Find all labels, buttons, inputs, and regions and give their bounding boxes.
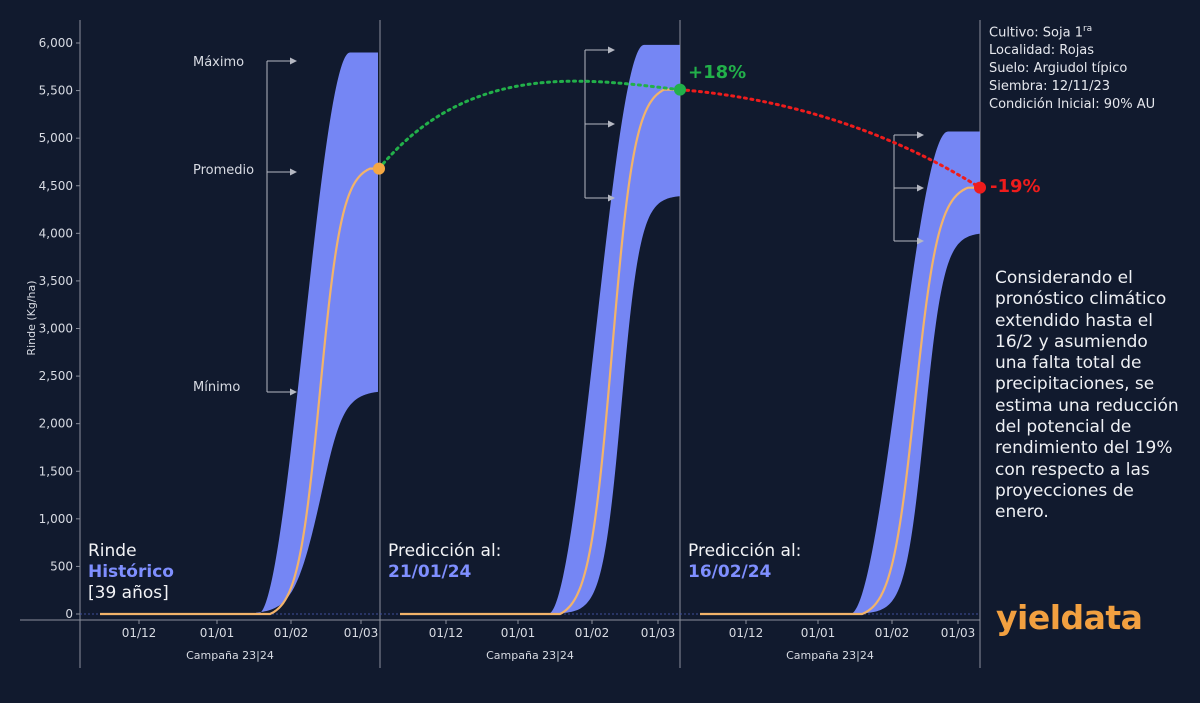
x-axis-title: Campaña 23|24 — [786, 649, 874, 662]
panel-title-line2: 21/01/24 — [388, 562, 472, 582]
change-label-positive: +18% — [688, 62, 746, 83]
arrow-min-head — [917, 237, 924, 245]
band-label-max: Máximo — [193, 55, 244, 70]
y-tick-label: 3,000 — [39, 322, 73, 336]
arrow-min-head — [290, 388, 297, 396]
marker-prediction-feb — [974, 181, 986, 194]
panel-1: 01/12 01/01 01/02 01/03 Campaña 23|24 RindeHi… — [88, 52, 379, 662]
range-band — [848, 131, 980, 614]
band-arrows-panel-3 — [893, 131, 924, 245]
band-label-avg: Promedio — [193, 163, 254, 178]
forecast-note: Considerando el pronóstico climático ext… — [995, 268, 1179, 523]
y-tick-label: 5,000 — [39, 131, 73, 145]
x-tick-label: 01/12 — [122, 626, 157, 640]
band-label-min: Mínimo — [193, 380, 240, 395]
y-tick-label: 2,500 — [39, 369, 73, 383]
y-tick-label: 6,000 — [39, 36, 73, 50]
x-tick-label: 01/03 — [344, 626, 379, 640]
info-localidad: Localidad: Rojas — [989, 43, 1095, 59]
panel-2: 01/12 01/01 01/02 01/03 Campaña 23|24 Predicc… — [388, 44, 680, 662]
x-tick-label: 01/01 — [801, 626, 836, 640]
arrow-avg-head — [917, 184, 924, 192]
average-line — [400, 88, 680, 616]
x-tick-label: 01/01 — [200, 626, 235, 640]
arrow-min-head — [608, 194, 615, 202]
panel-title-line3: [39 años] — [88, 583, 169, 603]
y-tick-label: 4,500 — [39, 179, 73, 193]
y-tick-label: 0 — [65, 607, 73, 621]
superscript-ra: ra — [1082, 24, 1093, 34]
panel-title-line2: 16/02/24 — [688, 562, 772, 582]
band-annotations-historic: Máximo Promedio Mínimo — [193, 55, 297, 396]
arrow-max-head — [608, 46, 615, 54]
arrow-avg-head — [290, 168, 297, 176]
crop-info: Cultivo: Soja 1ra Localidad: Rojas Suelo… — [989, 20, 1194, 114]
x-tick-label: 01/03 — [941, 626, 976, 640]
x-tick-label: 01/12 — [729, 626, 764, 640]
y-axis-title: Rinde (Kg/ha) — [25, 280, 38, 355]
x-tick-label: 01/02 — [274, 626, 309, 640]
x-axis-title: Campaña 23|24 — [486, 649, 574, 662]
connector-positive — [377, 79, 682, 171]
change-label-negative: -19% — [990, 176, 1041, 197]
y-tick-label: 1,500 — [39, 464, 73, 478]
range-band — [256, 52, 378, 614]
x-tick-label: 01/12 — [429, 626, 464, 640]
panel-3: 01/12 01/01 01/02 01/03 Campaña 23|24 Predicc… — [688, 131, 980, 662]
y-tick-label: 4,000 — [39, 226, 73, 240]
x-tick-label: 01/03 — [641, 626, 676, 640]
y-tick-label: 5,500 — [39, 84, 73, 98]
info-suelo: Suelo: Argiudol típico — [989, 61, 1128, 77]
info-siembra: Siembra: 12/11/23 — [989, 79, 1110, 95]
x-tick-label: 01/02 — [875, 626, 910, 640]
y-tick-label: 2,000 — [39, 417, 73, 431]
y-tick-label: 3,500 — [39, 274, 73, 288]
panel-title-line1: Rinde — [88, 541, 137, 561]
panel-title-line2: Histórico — [88, 562, 174, 582]
arrow-max-head — [290, 57, 297, 65]
x-axis-title: Campaña 23|24 — [186, 649, 274, 662]
info-condicion: Condición Inicial: 90% AU — [989, 97, 1156, 113]
average-line — [700, 186, 980, 616]
average-line — [100, 167, 378, 616]
info-cultivo: Cultivo: Soja 1ra — [989, 24, 1093, 41]
x-tick-label: 01/02 — [575, 626, 610, 640]
arrow-avg-head — [608, 120, 615, 128]
y-tick-label: 500 — [50, 559, 73, 573]
band-arrows-panel-2 — [584, 46, 615, 202]
panel-title-line1: Predicción al: — [688, 541, 801, 561]
arrow-max-head — [917, 131, 924, 139]
panel-title-line1: Predicción al: — [388, 541, 501, 561]
x-tick-label: 01/01 — [501, 626, 536, 640]
y-tick-label: 1,000 — [39, 512, 73, 526]
marker-historic-average — [373, 162, 385, 175]
yieldata-logo: yieldata — [996, 598, 1143, 637]
connector-negative — [678, 88, 982, 190]
marker-prediction-jan — [674, 83, 686, 96]
